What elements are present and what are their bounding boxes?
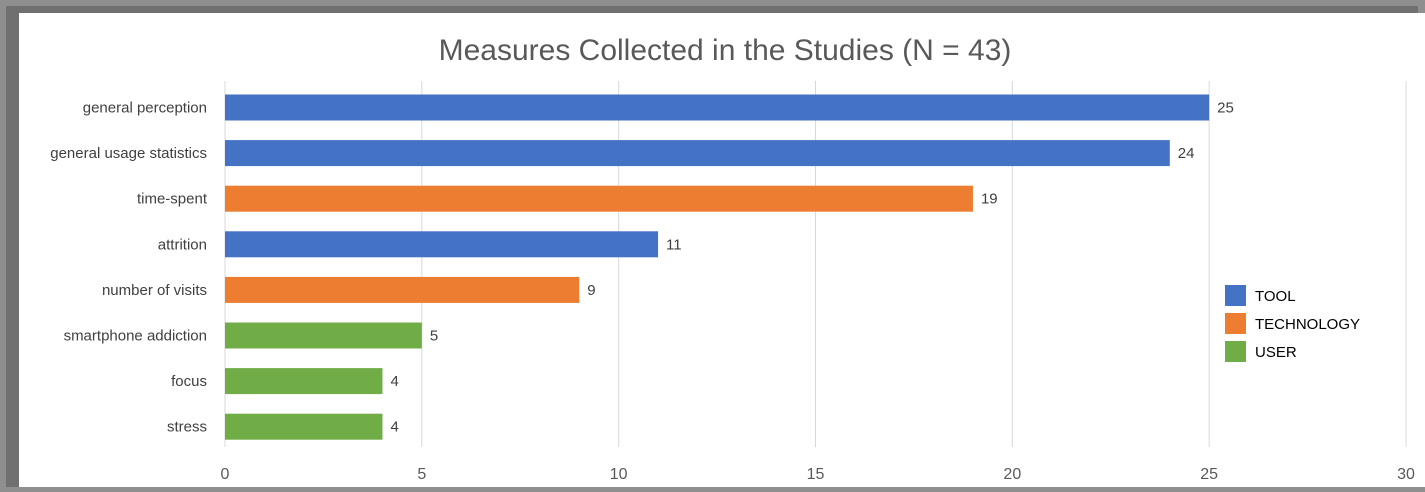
- x-tick-label: 0: [221, 466, 230, 483]
- bar: [225, 140, 1170, 167]
- bar: [225, 185, 973, 212]
- category-labels: general perception general usage statisti…: [50, 100, 208, 436]
- legend-label: TOOL: [1255, 288, 1296, 305]
- legend-label: TECHNOLOGY: [1255, 316, 1360, 333]
- bar: [225, 231, 659, 258]
- category-label: general perception: [83, 100, 207, 117]
- category-label: general usage statistics: [50, 145, 207, 162]
- data-label: 4: [390, 419, 398, 436]
- gridlines: [224, 81, 1407, 447]
- data-label: 11: [666, 236, 682, 253]
- data-label: 4: [390, 373, 398, 390]
- legend-swatch: [1225, 341, 1246, 362]
- category-label: stress: [167, 419, 207, 436]
- bar: [225, 276, 580, 303]
- x-axis-ticks: 0 5 10 15 20 25 30: [221, 466, 1415, 483]
- category-label: time-spent: [137, 191, 208, 208]
- data-labels: 25 24 19 11 9 5 4 4: [390, 100, 1233, 436]
- x-tick-label: 25: [1200, 466, 1218, 483]
- bars: [225, 94, 1210, 440]
- x-tick-label: 30: [1397, 466, 1415, 483]
- x-tick-label: 5: [417, 466, 426, 483]
- legend-swatch: [1225, 313, 1246, 334]
- bar: [225, 322, 422, 349]
- x-tick-label: 10: [610, 466, 628, 483]
- data-label: 19: [981, 191, 998, 208]
- x-tick-label: 20: [1003, 466, 1021, 483]
- bar: [225, 413, 383, 440]
- chart-title: Measures Collected in the Studies (N = 4…: [439, 34, 1012, 67]
- data-label: 9: [587, 282, 595, 299]
- category-label: focus: [171, 373, 207, 390]
- bar: [225, 368, 383, 395]
- bar-chart: Measures Collected in the Studies (N = 4…: [50, 34, 1415, 483]
- category-label: attrition: [158, 236, 207, 253]
- legend-swatch: [1225, 285, 1246, 306]
- data-label: 25: [1217, 100, 1234, 117]
- data-label: 5: [430, 328, 438, 345]
- category-label: number of visits: [102, 282, 207, 299]
- x-tick-label: 15: [807, 466, 825, 483]
- legend: TOOL TECHNOLOGY USER: [1225, 285, 1360, 362]
- category-label: smartphone addiction: [64, 328, 207, 345]
- bar: [225, 94, 1210, 121]
- legend-label: USER: [1255, 344, 1297, 361]
- chart-panel: Measures Collected in the Studies (N = 4…: [19, 13, 1425, 487]
- data-label: 24: [1178, 145, 1195, 162]
